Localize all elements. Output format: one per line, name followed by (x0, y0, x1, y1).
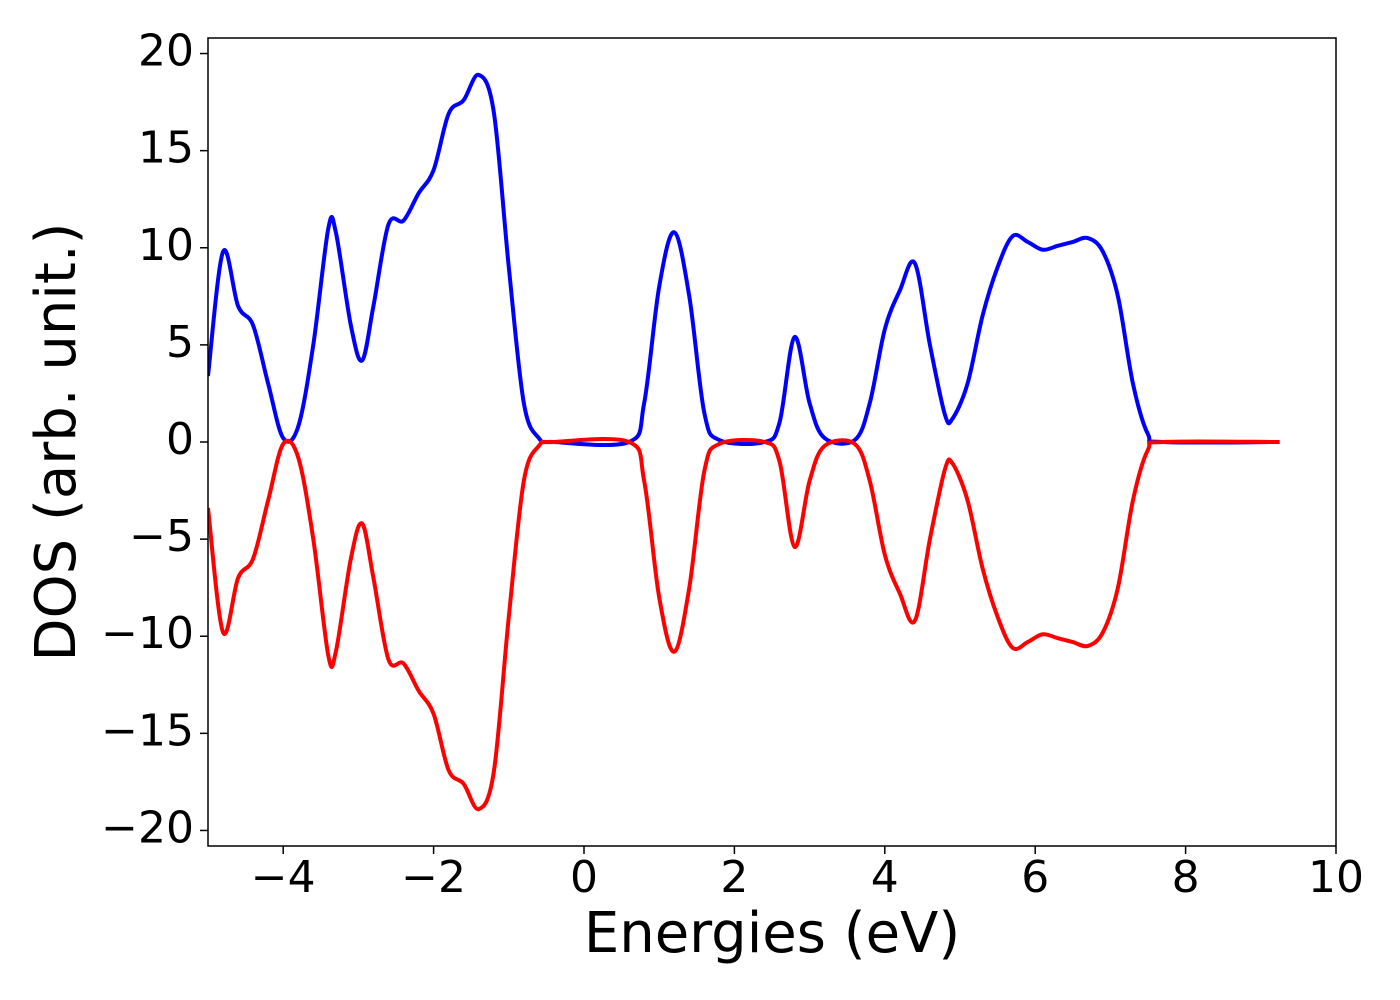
y-tick-label: −5 (129, 511, 194, 562)
y-axis-label: DOS (arb. unit.) (24, 222, 89, 661)
plot-frame (207, 37, 1337, 847)
y-tick-label: 15 (138, 123, 194, 174)
y-tick-label: −15 (101, 705, 194, 756)
x-tick-label: 8 (1172, 852, 1200, 903)
y-tick-label: 5 (166, 317, 194, 368)
line-series (208, 72, 1280, 448)
x-axis-label: Energies (eV) (584, 901, 960, 966)
x-tick-label: 2 (720, 852, 748, 903)
y-tick-label: −10 (101, 608, 194, 659)
x-tick-label: 4 (871, 852, 899, 903)
x-tick-label: −2 (401, 852, 466, 903)
y-tick-label: 20 (138, 26, 194, 77)
x-tick-label: −4 (251, 852, 316, 903)
x-tick-label: 0 (570, 852, 598, 903)
y-tick-label: 10 (138, 220, 194, 271)
line-series (208, 436, 1280, 812)
y-tick-label: −20 (101, 802, 194, 853)
y-tick-label: 0 (166, 414, 194, 465)
x-tick-label: 10 (1308, 852, 1364, 903)
x-tick-label: 6 (1021, 852, 1049, 903)
